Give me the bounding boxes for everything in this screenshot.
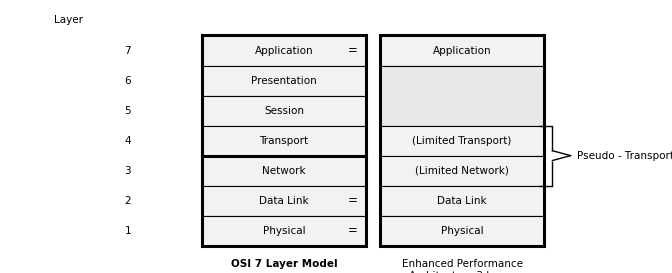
Bar xyxy=(380,66,544,126)
Text: Data Link: Data Link xyxy=(259,196,308,206)
Bar xyxy=(380,186,544,216)
Bar xyxy=(380,156,544,186)
Text: Presentation: Presentation xyxy=(251,76,317,85)
Text: =: = xyxy=(348,194,358,207)
Bar xyxy=(202,216,366,246)
Bar xyxy=(202,35,366,66)
Text: 1: 1 xyxy=(124,226,131,236)
Bar xyxy=(380,216,544,246)
Text: (Limited Network): (Limited Network) xyxy=(415,166,509,176)
Text: Network: Network xyxy=(262,166,306,176)
Text: 3: 3 xyxy=(124,166,131,176)
Bar xyxy=(380,126,544,156)
Bar xyxy=(380,35,544,246)
Text: Pseudo - Transport: Pseudo - Transport xyxy=(577,151,672,161)
Text: Physical: Physical xyxy=(441,226,483,236)
Bar xyxy=(202,156,366,186)
Bar xyxy=(202,186,366,216)
Text: Transport: Transport xyxy=(259,136,308,146)
Text: Data Link: Data Link xyxy=(437,196,487,206)
Text: Session: Session xyxy=(264,106,304,115)
Text: OSI 7 Layer Model: OSI 7 Layer Model xyxy=(230,259,337,269)
Text: Physical: Physical xyxy=(263,226,305,236)
Text: 5: 5 xyxy=(124,106,131,115)
Text: Application: Application xyxy=(433,46,491,55)
Text: Enhanced Performance
Architecture 3 Layer
DNP Implementation: Enhanced Performance Architecture 3 Laye… xyxy=(401,259,523,273)
Bar xyxy=(202,66,366,96)
Text: Application: Application xyxy=(255,46,313,55)
Text: 4: 4 xyxy=(124,136,131,146)
Text: (Limited Transport): (Limited Transport) xyxy=(413,136,511,146)
Text: 6: 6 xyxy=(124,76,131,85)
Text: Layer: Layer xyxy=(54,14,83,25)
Bar xyxy=(202,35,366,246)
Text: 2: 2 xyxy=(124,196,131,206)
Text: =: = xyxy=(348,224,358,237)
Text: 7: 7 xyxy=(124,46,131,55)
Text: =: = xyxy=(348,44,358,57)
Bar xyxy=(380,35,544,66)
Bar xyxy=(202,126,366,156)
Bar xyxy=(202,96,366,126)
